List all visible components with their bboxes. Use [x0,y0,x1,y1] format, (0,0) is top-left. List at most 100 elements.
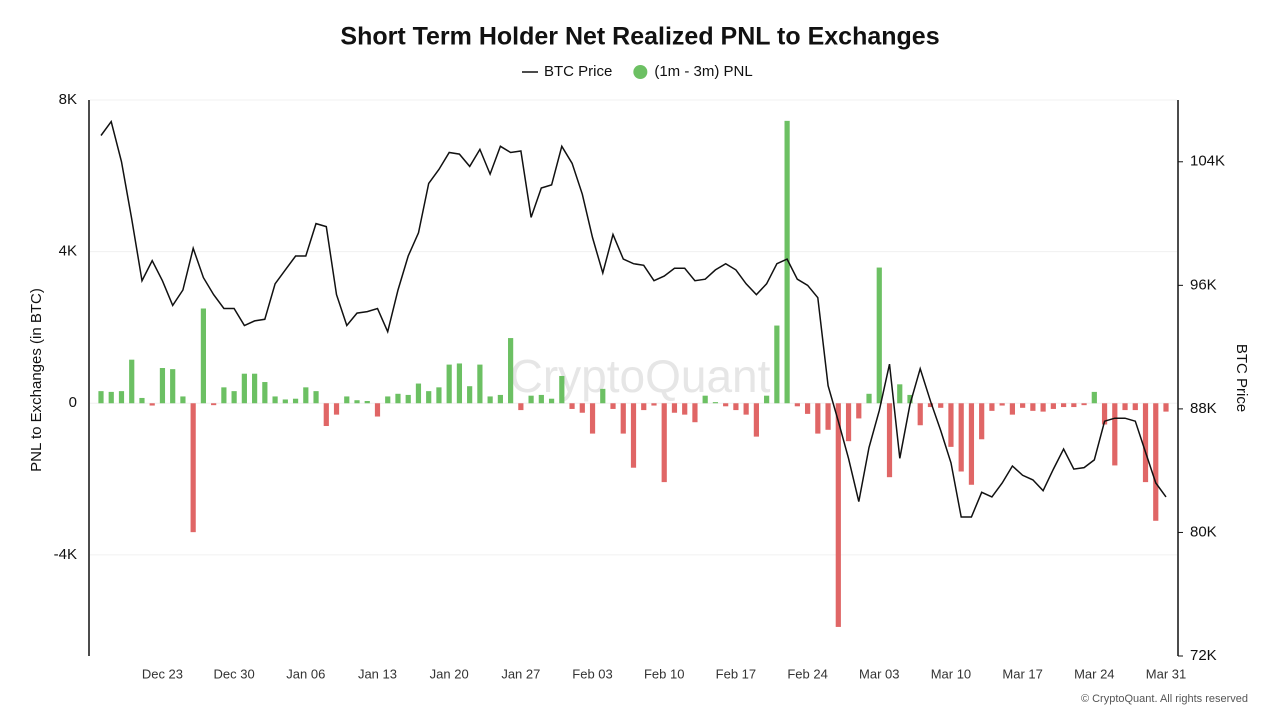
bar [221,387,227,404]
bar [886,403,893,478]
y2-tick-label: 88K [1190,400,1217,417]
bar [610,403,616,409]
bar [620,403,626,434]
bar [733,403,739,411]
bar [1040,403,1046,412]
bar [200,308,207,404]
y-tick-label: 0 [69,394,77,411]
bar [1020,403,1026,408]
bar [1101,403,1108,425]
bar [487,396,493,404]
y-tick-label: -4K [54,546,77,563]
bar [538,394,544,404]
bar [774,325,780,404]
bar [897,384,903,404]
bar [149,403,155,406]
bar [108,391,114,404]
y2-axis-label: BTC Price [1233,344,1250,412]
bar [98,391,104,404]
bar [835,403,841,627]
bar [1163,403,1169,412]
bar [804,403,811,414]
bar [323,403,329,427]
bar [241,373,247,404]
bar [815,403,821,434]
y2-tick-label: 104K [1190,153,1225,170]
bar [630,403,637,468]
x-tick-label: Jan 06 [286,666,325,681]
bar [958,403,964,472]
bar [211,403,217,406]
bar [528,395,534,404]
bar [477,364,483,404]
y-tick-label: 4K [59,243,77,260]
bar [651,403,657,406]
legend-dot [633,65,648,79]
bar [866,393,872,404]
x-tick-label: Feb 24 [787,666,827,681]
bar [159,368,166,404]
bar [712,402,719,404]
bar [825,403,831,430]
bar [415,383,422,404]
legend-label: (1m - 3m) PNL [654,63,752,80]
x-tick-label: Mar 03 [859,666,899,681]
y-tick-label: 8K [59,91,77,108]
bar [948,403,954,447]
bar [1112,403,1118,466]
bar [979,403,985,440]
x-tick-label: Dec 30 [214,666,255,681]
bar [1081,403,1087,406]
bar [917,403,923,426]
bar [272,396,278,404]
price-line [100,119,1167,518]
bar [508,338,514,404]
bar [569,403,575,409]
x-tick-label: Mar 31 [1146,666,1186,681]
bar [456,363,463,404]
bar [129,359,135,404]
x-tick-label: Dec 23 [142,666,183,681]
bar [968,403,975,485]
bar [252,373,258,404]
bar [303,387,309,404]
bar [139,397,145,404]
bar [395,393,401,404]
x-tick-label: Feb 03 [572,666,612,681]
bar [743,403,749,415]
x-tick-label: Mar 24 [1074,666,1114,681]
bar [1132,403,1138,411]
bar [170,369,176,404]
x-tick-label: Feb 10 [644,666,684,681]
bar [446,364,452,404]
bar [1153,403,1159,521]
bar [559,375,565,404]
x-tick-label: Jan 13 [358,666,397,681]
legend-label: BTC Price [544,63,612,80]
bar [682,403,688,415]
x-tick-label: Feb 17 [716,666,756,681]
bar [1050,403,1056,409]
x-tick-label: Mar 17 [1002,666,1042,681]
bar [753,403,759,437]
bar [497,394,503,404]
x-tick-label: Mar 10 [931,666,971,681]
bar [1060,403,1067,408]
bar [794,403,800,407]
bar [313,391,319,404]
bar [589,403,596,434]
bar [938,403,944,408]
bar [364,400,370,404]
bar [518,403,524,411]
bar [671,403,678,413]
bar [876,267,882,404]
x-tick-label: Jan 27 [501,666,540,681]
bar [927,403,934,408]
footer: © CryptoQuant. All rights reserved [1081,693,1248,705]
bar [333,403,340,415]
bar [231,391,237,404]
bar [292,398,299,404]
bar [1122,403,1128,411]
bar [1009,403,1015,415]
